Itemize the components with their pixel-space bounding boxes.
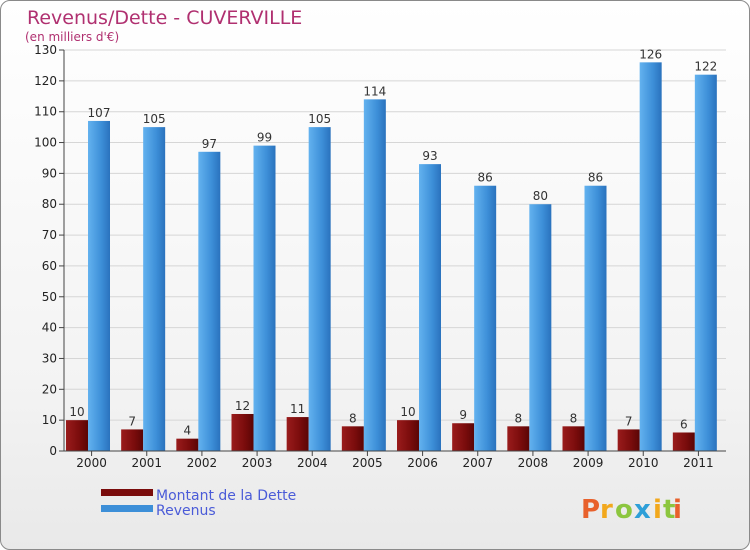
bar-revenus [308, 127, 331, 451]
bar-dette [397, 420, 419, 451]
brand-letter: t [663, 495, 675, 525]
y-tick-label: 130 [34, 43, 57, 57]
bar-revenus [474, 185, 497, 451]
y-tick-label: 100 [34, 136, 57, 150]
x-tick-label: 2002 [187, 456, 218, 470]
x-tick-label: 2010 [628, 456, 659, 470]
data-label-dette: 7 [625, 414, 633, 428]
data-label-revenus: 107 [88, 106, 111, 120]
data-label-revenus: 86 [588, 171, 603, 185]
data-label-revenus: 122 [694, 60, 717, 74]
bar-revenus [88, 120, 110, 451]
bar-dette [66, 420, 88, 451]
y-tick-label: 90 [42, 166, 57, 180]
x-tick-label: 2009 [573, 456, 604, 470]
data-label-revenus: 126 [639, 47, 662, 61]
data-label-revenus: 86 [478, 171, 493, 185]
y-tick-label: 80 [42, 197, 57, 211]
bar-dette [672, 432, 695, 451]
data-label-dette: 7 [128, 414, 136, 428]
bar-dette [176, 438, 199, 451]
data-label-dette: 12 [235, 399, 250, 413]
bar-revenus [363, 99, 386, 451]
data-label-dette: 10 [69, 405, 84, 419]
bars: 10 107 7 105 4 97 12 99 11 105 8 114 10 93 9 86 8 80 8 86 7 1… [66, 47, 717, 452]
data-label-revenus: 97 [202, 137, 217, 151]
legend: Montant de la Dette Revenus [101, 488, 296, 519]
y-tick-label: 20 [42, 382, 57, 396]
bar-dette [231, 413, 254, 451]
x-tick-label: 2003 [242, 456, 273, 470]
bar-dette [617, 429, 640, 451]
data-label-revenus: 114 [363, 84, 386, 98]
bar-dette [286, 417, 309, 451]
brand-letter: o [615, 495, 633, 525]
legend-label-revenus: Revenus [156, 503, 216, 519]
data-label-revenus: 80 [533, 189, 548, 203]
grid-lines [64, 49, 726, 452]
y-tick-label: 120 [34, 74, 57, 88]
brand-letter: i [653, 495, 662, 525]
y-tick-label: 10 [42, 413, 57, 427]
bar-dette [121, 429, 144, 451]
y-axis: 0 10 20 30 40 50 60 70 80 90 100 110 120 130 [34, 43, 65, 458]
bar-revenus [143, 127, 166, 451]
legend-swatch-revenus [101, 505, 153, 512]
data-label-dette: 8 [349, 411, 357, 425]
data-label-dette: 11 [290, 402, 305, 416]
bar-revenus [419, 164, 441, 451]
brand-letter: i [673, 495, 682, 525]
data-label-dette: 6 [680, 417, 688, 431]
x-tick-label: 2005 [352, 456, 383, 470]
x-tick-label: 2011 [683, 456, 714, 470]
y-tick-label: 30 [42, 351, 57, 365]
y-tick-label: 40 [42, 321, 57, 335]
chart-title: Revenus/Dette - CUVERVILLE [27, 7, 302, 29]
data-label-dette: 10 [400, 405, 415, 419]
data-label-revenus: 105 [143, 112, 166, 126]
chart-subtitle: (en milliers d'€) [25, 30, 119, 44]
data-label-revenus: 93 [422, 149, 437, 163]
bar-revenus [639, 62, 662, 451]
bar-revenus [253, 145, 276, 451]
brand-letter: x [634, 495, 651, 525]
legend-label-dette: Montant de la Dette [156, 488, 296, 504]
brand-letter: P [581, 495, 600, 525]
x-tick-label: 2008 [518, 456, 549, 470]
data-label-revenus: 99 [257, 131, 272, 145]
bar-dette [452, 423, 475, 451]
data-label-dette: 8 [570, 411, 578, 425]
legend-swatch-dette [101, 489, 153, 496]
y-tick-label: 110 [34, 105, 57, 119]
y-tick-label: 70 [42, 228, 57, 242]
y-tick-label: 0 [49, 444, 57, 458]
x-tick-label: 2000 [76, 456, 107, 470]
bar-dette [507, 426, 530, 451]
y-tick-label: 60 [42, 259, 57, 273]
y-tick-label: 50 [42, 290, 57, 304]
data-label-dette: 4 [184, 424, 192, 438]
x-tick-label: 2007 [462, 456, 493, 470]
bar-dette [562, 426, 585, 451]
x-tick-label: 2001 [131, 456, 162, 470]
brand-letter: r [600, 495, 613, 525]
bar-dette [341, 426, 364, 451]
data-label-dette: 8 [515, 411, 523, 425]
x-axis: 2000 2001 2002 2003 2004 2005 2006 2007 2008 2009… [64, 450, 726, 470]
bar-revenus [584, 185, 607, 451]
data-label-dette: 9 [459, 408, 467, 422]
x-tick-label: 2006 [407, 456, 438, 470]
bar-revenus [198, 151, 221, 452]
x-tick-label: 2004 [297, 456, 328, 470]
bar-revenus [694, 74, 717, 451]
bar-revenus [529, 204, 552, 451]
data-label-revenus: 105 [308, 112, 331, 126]
